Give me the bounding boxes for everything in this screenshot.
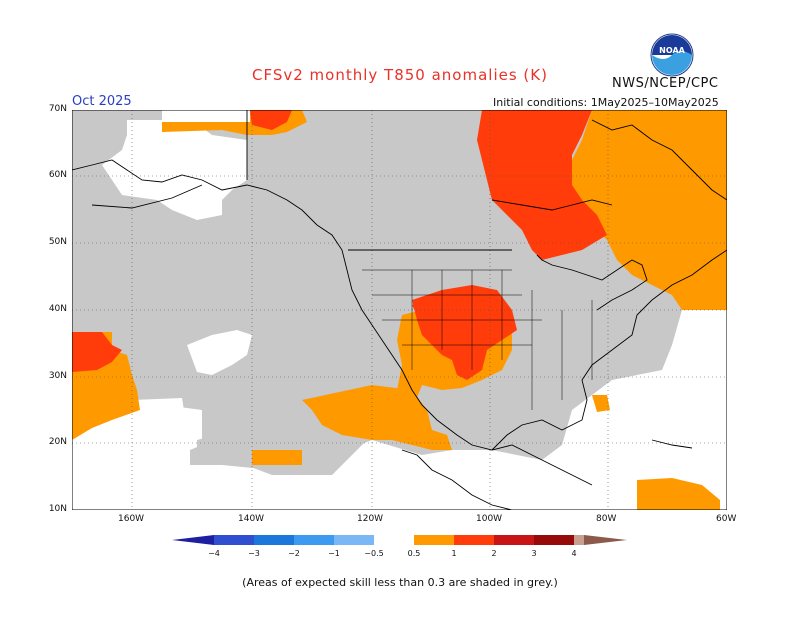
map-title: CFSv2 monthly T850 anomalies (K)	[252, 66, 548, 84]
colorbar-swatch	[494, 535, 534, 545]
lat-label: 40N	[48, 304, 67, 314]
lon-label: 140W	[238, 514, 265, 524]
colorbar-tick: −2	[288, 549, 300, 558]
lat-label: 20N	[48, 437, 67, 447]
colorbar-tick: 4	[571, 549, 576, 558]
colorbar-arrow-low	[172, 535, 214, 545]
colorbar-swatch	[214, 535, 254, 545]
colorbar-tick: 0.5	[408, 549, 421, 558]
lat-label: 30N	[48, 371, 67, 381]
valid-month: Oct 2025	[72, 94, 132, 109]
colorbar-swatch	[454, 535, 494, 545]
lat-label: 70N	[48, 104, 67, 114]
anomaly-map	[72, 110, 727, 510]
colorbar-swatch	[534, 535, 574, 545]
colorbar-swatch	[334, 535, 374, 545]
colorbar-swatch	[574, 535, 584, 545]
lon-label: 80W	[596, 514, 617, 524]
initial-conditions: Initial conditions: 1May2025–10May2025	[493, 96, 719, 109]
graticule	[72, 110, 727, 510]
colorbar-tick: −0.5	[364, 549, 383, 558]
lon-label: 120W	[357, 514, 384, 524]
noaa-logo: NOAA	[650, 33, 694, 77]
colorbar-swatch	[374, 535, 414, 545]
colorbar-tick: 2	[491, 549, 496, 558]
noaa-logo-text: NOAA	[659, 46, 685, 55]
lon-label: 100W	[476, 514, 503, 524]
colorbar-swatch	[254, 535, 294, 545]
anomaly-red	[72, 110, 607, 380]
lat-label: 10N	[48, 504, 67, 514]
colorbar-tick: 1	[451, 549, 456, 558]
state-borders	[362, 269, 593, 410]
lat-label: 50N	[48, 237, 67, 247]
colorbar-tick: −1	[328, 549, 340, 558]
colorbar-swatch	[294, 535, 334, 545]
lon-label: 160W	[118, 514, 145, 524]
coastlines	[72, 110, 727, 510]
lon-label: 60W	[716, 514, 737, 524]
colorbar-swatch	[414, 535, 454, 545]
agency-label: NWS/NCEP/CPC	[612, 76, 719, 91]
colorbar-tick: −3	[248, 549, 260, 558]
footnote: (Areas of expected skill less than 0.3 a…	[242, 576, 558, 589]
colorbar-tick: −4	[208, 549, 220, 558]
lat-label: 60N	[48, 170, 67, 180]
colorbar-tick: 3	[531, 549, 536, 558]
colorbar-arrow-high	[584, 535, 627, 545]
colorbar: −4 −3 −2 −1 −0.5 0.5 1 2 3 4	[172, 535, 627, 558]
